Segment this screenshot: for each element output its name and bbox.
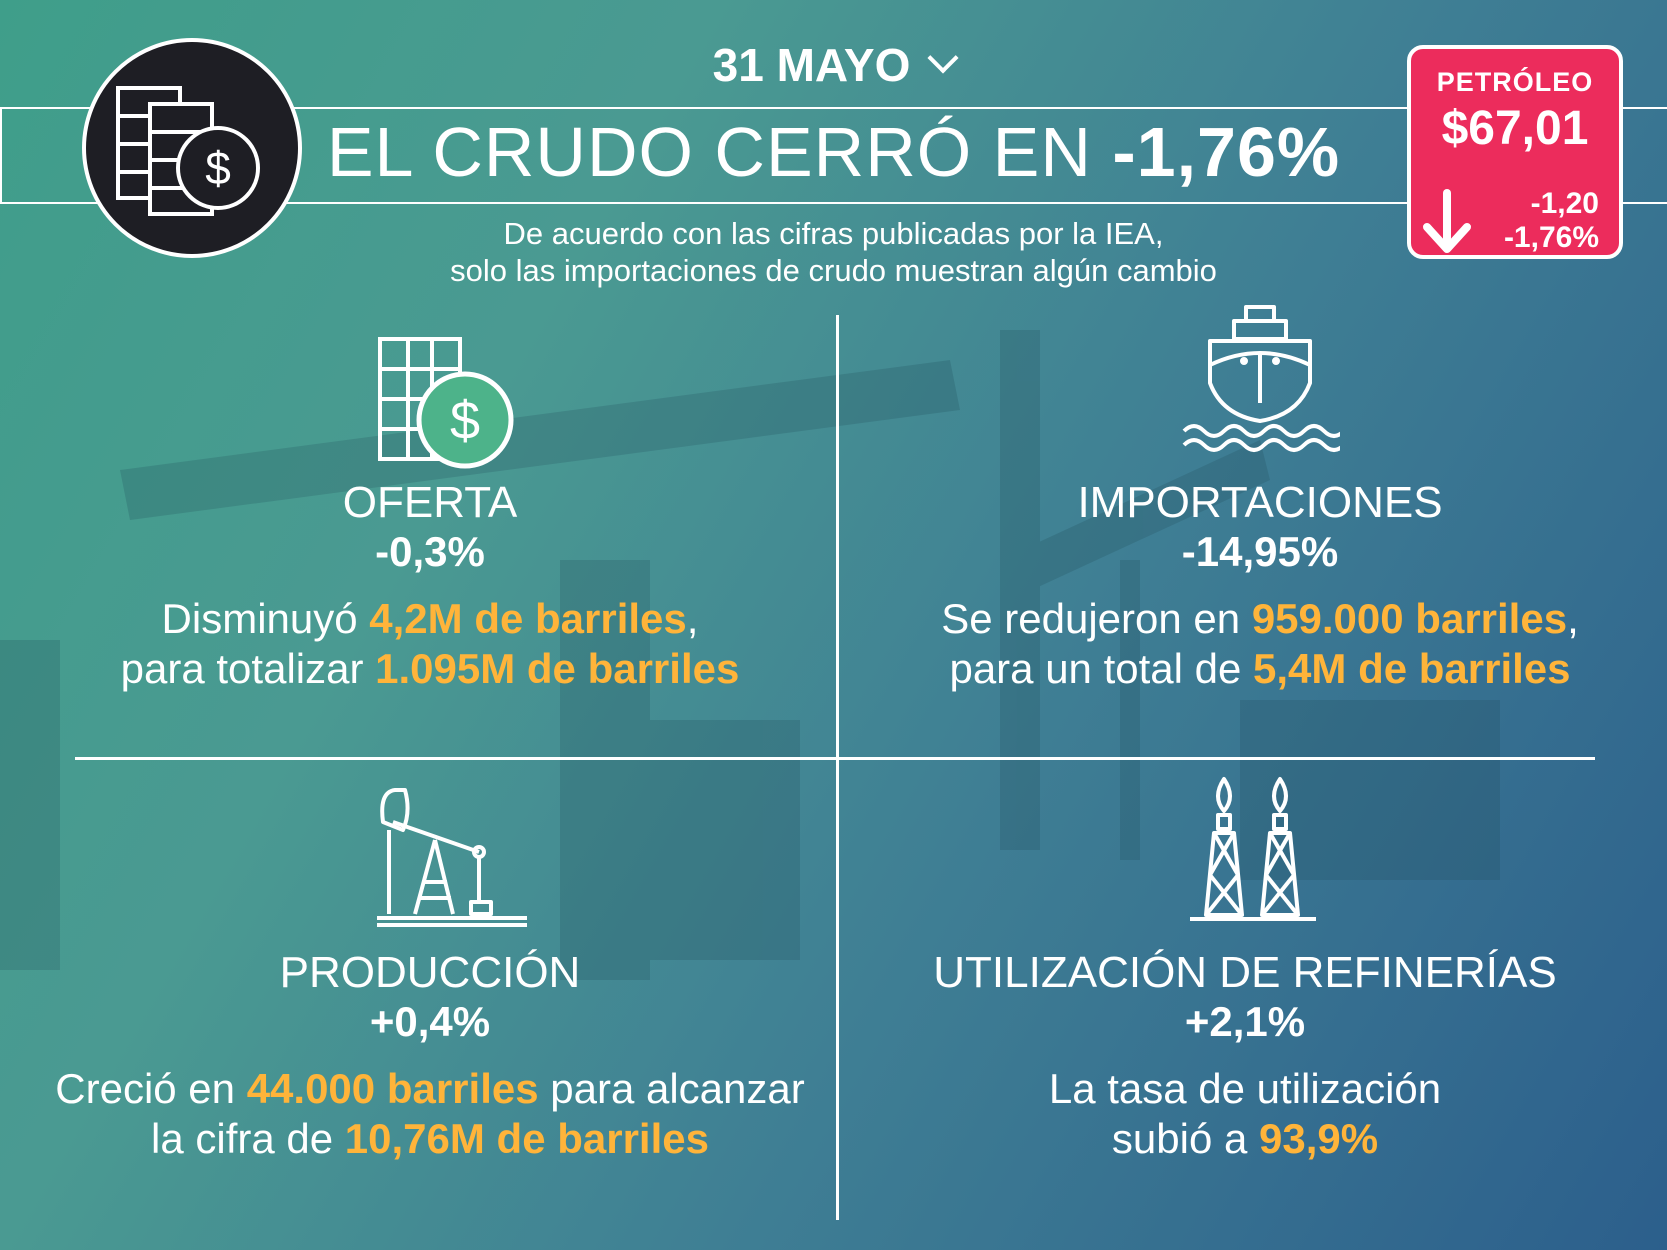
produccion-desc2-pre: la cifra de: [151, 1115, 345, 1162]
refinerias-desc2-pre: subió a: [1111, 1115, 1259, 1162]
produccion-desc1-pre: Creció en: [55, 1065, 247, 1112]
headline-prefix: EL CRUDO CERRÓ EN: [326, 113, 1113, 191]
produccion-title: PRODUCCIÓN: [279, 948, 581, 997]
price-change-pct: -1,76%: [1503, 221, 1599, 254]
produccion-desc1-post: para alcanzar: [538, 1065, 805, 1112]
refinerias-desc2-hl: 93,9%: [1259, 1115, 1379, 1162]
oferta-title: OFERTA: [342, 478, 518, 527]
price-change-abs: -1,20: [1530, 187, 1599, 220]
refinerias-pct: +2,1%: [1184, 998, 1306, 1045]
produccion-desc: Creció en 44.000 barriles para alcanzar …: [40, 1064, 820, 1164]
date-label: 31 MAYO: [712, 39, 911, 91]
oferta-pct: -0,3%: [375, 528, 485, 575]
header-frame-top: [0, 107, 1667, 109]
price-change: -1,20 -1,76%: [1504, 187, 1599, 255]
importaciones-title: IMPORTACIONES: [1077, 478, 1443, 527]
ship-icon: [1182, 305, 1340, 452]
produccion-pct: +0,4%: [369, 998, 491, 1045]
subtitle: De acuerdo con las cifras publicadas por…: [0, 215, 1667, 289]
arrow-down-icon: [1423, 189, 1471, 253]
page-title: EL CRUDO CERRÓ EN -1,76%: [0, 112, 1667, 192]
logo-badge: $: [82, 38, 302, 258]
price-label: PETRÓLEO: [1436, 67, 1594, 97]
grid-divider-horizontal: [75, 757, 1595, 760]
pumpjack-icon: [377, 788, 527, 927]
produccion-desc2-hl: 10,76M de barriles: [344, 1115, 709, 1162]
subtitle-line-2: solo las importaciones de crudo muestran…: [450, 253, 1217, 288]
importaciones-desc1-post: ,: [1567, 595, 1579, 642]
refinery-towers-icon: [1190, 777, 1316, 921]
svg-text:$: $: [205, 142, 231, 194]
header-frame-bottom: [0, 202, 1667, 204]
oferta-desc1-post: ,: [686, 595, 699, 642]
oferta-desc2-pre: para totalizar: [120, 645, 376, 692]
section-produccion: PRODUCCIÓN +0,4% Creció en 44.000 barril…: [40, 948, 820, 1164]
grid-divider-vertical: [836, 315, 839, 1220]
date-selector[interactable]: 31 MAYO: [0, 38, 1667, 92]
svg-text:$: $: [450, 391, 480, 451]
importaciones-desc2-pre: para un total de: [949, 645, 1254, 692]
section-importaciones: IMPORTACIONES -14,95% Se redujeron en 95…: [860, 478, 1660, 694]
oil-price-badge: PETRÓLEO $67,01 -1,20 -1,76%: [1407, 45, 1623, 259]
refinerias-desc1: La tasa de utilización: [1048, 1065, 1442, 1112]
price-value: $67,01: [1441, 102, 1589, 155]
importaciones-pct: -14,95%: [1181, 528, 1339, 575]
subtitle-line-1: De acuerdo con las cifras publicadas por…: [503, 216, 1164, 251]
oferta-desc: Disminuyó 4,2M de barriles, para totaliz…: [80, 594, 780, 694]
importaciones-desc2-hl: 5,4M de barriles: [1253, 645, 1571, 692]
barrels-dollar-icon: $: [116, 86, 260, 216]
headline-value: -1,76%: [1112, 113, 1341, 191]
section-refinerias: UTILIZACIÓN DE REFINERÍAS +2,1% La tasa …: [860, 948, 1630, 1164]
refinerias-desc: La tasa de utilización subió a 93,9%: [860, 1064, 1630, 1164]
oferta-desc1-pre: Disminuyó: [161, 595, 370, 642]
section-oferta: OFERTA -0,3% Disminuyó 4,2M de barriles,…: [80, 478, 780, 694]
header-frame-left: [0, 107, 2, 204]
importaciones-desc1-pre: Se redujeron en: [941, 595, 1252, 642]
barrels-dollar-icon: $: [378, 337, 514, 469]
oferta-desc2-hl: 1.095M de barriles: [375, 645, 740, 692]
produccion-desc1-hl: 44.000 barriles: [246, 1065, 539, 1112]
chevron-down-icon: [927, 42, 959, 74]
refinerias-title: UTILIZACIÓN DE REFINERÍAS: [933, 948, 1557, 997]
importaciones-desc: Se redujeron en 959.000 barriles, para u…: [860, 594, 1660, 694]
oferta-desc1-hl: 4,2M de barriles: [369, 595, 687, 642]
importaciones-desc1-hl: 959.000 barriles: [1251, 595, 1568, 642]
